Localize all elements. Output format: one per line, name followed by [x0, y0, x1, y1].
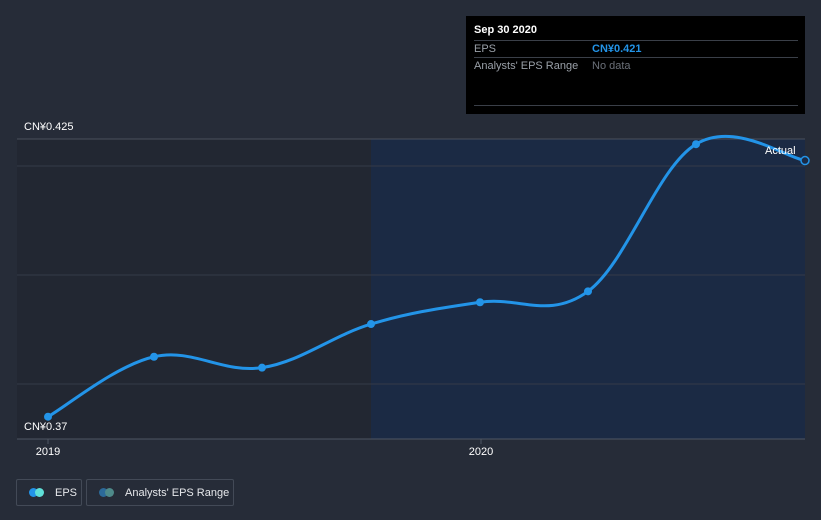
eps-line	[46, 134, 807, 419]
past-region	[17, 139, 371, 439]
eps-data-point[interactable]	[367, 320, 375, 329]
legend-analysts-range-button[interactable]: Analysts' EPS Range	[86, 479, 234, 506]
actual-annotation: Actual	[765, 145, 796, 157]
eps-data-point[interactable]	[800, 155, 810, 166]
tooltip: Sep 30 2020 EPS CN¥0.421 Analysts' EPS R…	[466, 16, 805, 114]
legend-eps-button[interactable]: EPS	[16, 479, 82, 506]
tooltip-row-range: Analysts' EPS Range No data	[474, 57, 798, 75]
eps-data-point[interactable]	[44, 412, 52, 421]
tooltip-range-value: No data	[592, 60, 631, 72]
y-top-label: CN¥0.425	[24, 121, 74, 133]
legend-eps-label: EPS	[55, 486, 78, 499]
y-bottom-label: CN¥0.37	[24, 421, 68, 433]
tooltip-range-label: Analysts' EPS Range	[474, 60, 579, 72]
tooltip-date: Sep 30 2020	[474, 24, 537, 36]
analysts-range-legend-icon	[99, 488, 117, 497]
eps-points	[44, 140, 810, 421]
tooltip-divider	[474, 105, 798, 106]
eps-data-point[interactable]	[692, 140, 700, 149]
eps-data-point[interactable]	[258, 363, 266, 372]
x-label-2019: 2019	[35, 446, 61, 458]
eps-data-point[interactable]	[584, 287, 592, 296]
eps-data-point[interactable]	[476, 298, 484, 307]
eps-data-point[interactable]	[150, 352, 158, 361]
tooltip-eps-value: CN¥0.421	[592, 43, 642, 55]
legend-analysts-range-label: Analysts' EPS Range	[125, 486, 230, 499]
eps-legend-icon	[29, 488, 47, 497]
x-label-2020: 2020	[468, 446, 494, 458]
tooltip-eps-label: EPS	[474, 43, 497, 55]
tooltip-row-eps: EPS CN¥0.421	[474, 40, 798, 58]
